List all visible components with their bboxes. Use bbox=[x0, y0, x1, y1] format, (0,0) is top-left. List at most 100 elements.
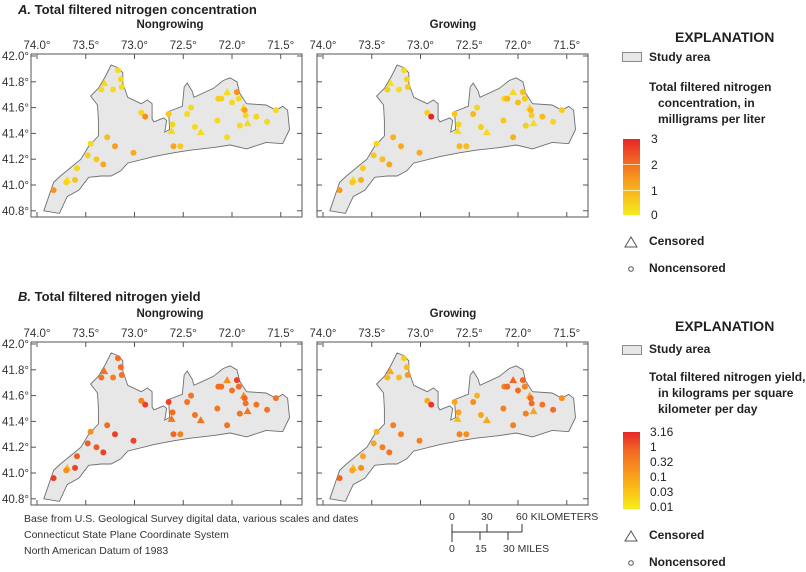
noncensored-site-marker bbox=[515, 99, 521, 106]
noncensored-site-marker bbox=[112, 431, 118, 438]
noncensored-site-marker bbox=[416, 437, 423, 444]
noncensored-site-marker bbox=[521, 95, 528, 102]
lon-tick-label: 71.5° bbox=[553, 40, 580, 52]
noncensored-site-marker bbox=[527, 107, 534, 114]
lon-tick-label: 72.0° bbox=[505, 328, 532, 340]
map-b-nongrowing: 74.0° 73.5° 73.0° 72.5° 72.0° 71.5° 42.0° 41.8°… bbox=[2, 328, 303, 506]
lat-tick-label: 40.8° bbox=[2, 206, 29, 218]
noncensored-site-marker bbox=[253, 113, 260, 120]
noncensored-site-marker bbox=[470, 111, 477, 118]
lat-tick-label: 41.0° bbox=[2, 180, 29, 192]
noncensored-site-marker bbox=[50, 187, 57, 194]
legend-censored: Censored bbox=[649, 528, 705, 542]
map-a-nongrowing: 74.0° 73.5° 73.0° 72.5° 72.0° 71.5° 42.0° 41.8°… bbox=[2, 40, 303, 218]
map-b-growing: 74.0° 73.5° 73.0° 72.5° 72.0° 71.5° bbox=[310, 328, 589, 506]
legend-censored: Censored bbox=[649, 234, 705, 248]
noncensored-site-marker bbox=[104, 134, 111, 141]
noncensored-site-marker bbox=[191, 123, 198, 130]
noncensored-site-marker bbox=[424, 109, 431, 116]
noncensored-site-marker bbox=[558, 395, 565, 402]
noncensored-site-marker bbox=[241, 395, 248, 402]
noncensored-site-marker bbox=[451, 111, 458, 118]
censored-site-marker bbox=[482, 416, 491, 424]
noncensored-site-marker bbox=[390, 422, 397, 429]
noncensored-site-marker bbox=[398, 143, 404, 150]
censored-site-marker bbox=[453, 414, 462, 422]
censored-site-marker bbox=[243, 407, 252, 415]
scale-bar bbox=[451, 524, 523, 542]
map-label: Growing bbox=[429, 19, 477, 31]
legend-study-area: Study area bbox=[649, 342, 711, 356]
lon-tick-label: 74.0° bbox=[310, 328, 337, 340]
noncensored-site-marker bbox=[359, 453, 366, 460]
lon-tick-label: 73.0° bbox=[407, 328, 434, 340]
noncensored-site-marker bbox=[93, 156, 100, 163]
noncensored-site-marker bbox=[527, 395, 534, 402]
color-bar-label: 1 bbox=[650, 440, 657, 454]
lat-tick-label: 41.8° bbox=[2, 365, 29, 377]
censored-site-marker bbox=[223, 376, 232, 384]
noncensored-site-marker bbox=[63, 467, 70, 474]
censored-site-marker bbox=[509, 88, 518, 96]
lon-tick-label: 74.0° bbox=[24, 40, 51, 52]
noncensored-site-marker bbox=[233, 89, 240, 96]
noncensored-site-marker bbox=[236, 122, 243, 129]
noncensored-site-marker bbox=[177, 143, 184, 150]
noncensored-site-marker bbox=[396, 374, 403, 381]
noncensored-site-marker bbox=[170, 143, 177, 150]
noncensored-site-marker bbox=[63, 179, 70, 186]
noncensored-site-marker bbox=[138, 109, 145, 116]
legend-noncensored: Noncensored bbox=[649, 261, 726, 275]
noncensored-site-marker bbox=[235, 383, 242, 390]
noncensored-site-marker bbox=[416, 149, 423, 156]
lon-tick-label: 71.5° bbox=[267, 328, 294, 340]
noncensored-site-marker bbox=[214, 405, 221, 412]
noncensored-site-marker bbox=[550, 406, 557, 413]
noncensored-site-marker bbox=[236, 410, 243, 417]
noncensored-site-marker bbox=[169, 121, 176, 128]
noncensored-site-marker bbox=[404, 371, 411, 378]
noncensored-site-marker bbox=[214, 117, 221, 124]
noncensored-site-marker bbox=[142, 401, 149, 408]
color-bar bbox=[623, 139, 640, 215]
lon-tick-label: 73.5° bbox=[72, 40, 99, 52]
noncensored-site-marker bbox=[463, 143, 470, 150]
noncensored-site-marker bbox=[386, 449, 393, 456]
lon-tick-label: 73.0° bbox=[121, 40, 148, 52]
noncensored-site-marker bbox=[169, 409, 176, 416]
noncensored-site-marker bbox=[98, 86, 105, 93]
noncensored-site-marker bbox=[98, 374, 105, 381]
noncensored-site-marker bbox=[110, 374, 117, 381]
noncensored-site-marker bbox=[264, 118, 271, 125]
noncensored-site-marker bbox=[390, 134, 397, 141]
scale-label: 0 bbox=[449, 543, 455, 555]
legend-heading: EXPLANATION bbox=[675, 29, 775, 45]
noncensored-site-marker bbox=[451, 399, 458, 406]
noncensored-site-marker bbox=[519, 89, 526, 96]
lon-tick-label: 72.5° bbox=[170, 40, 197, 52]
censored-site-marker bbox=[100, 367, 109, 375]
noncensored-site-marker bbox=[73, 453, 80, 460]
noncensored-site-marker bbox=[165, 111, 172, 118]
noncensored-site-marker bbox=[456, 143, 463, 150]
panel-title-text: Total filtered nitrogen concentration bbox=[34, 2, 257, 17]
scale-label: 30 bbox=[481, 511, 493, 523]
legend-title-line: Total filtered nitrogen yield, bbox=[649, 370, 806, 384]
lon-tick-label: 71.5° bbox=[553, 328, 580, 340]
noncensored-site-marker bbox=[130, 149, 137, 156]
noncensored-site-marker bbox=[528, 112, 535, 119]
noncensored-site-marker bbox=[104, 422, 111, 429]
noncensored-site-marker bbox=[522, 410, 529, 417]
censored-site-marker bbox=[196, 416, 205, 424]
noncensored-site-marker bbox=[470, 399, 477, 406]
noncensored-site-marker bbox=[117, 76, 124, 83]
lat-tick-label: 41.8° bbox=[2, 77, 29, 89]
circle-icon bbox=[628, 266, 634, 272]
noncensored-site-marker bbox=[142, 113, 149, 120]
noncensored-site-marker bbox=[370, 440, 377, 447]
legend-title-line: Total filtered nitrogen bbox=[649, 80, 772, 94]
noncensored-site-marker bbox=[373, 140, 380, 147]
noncensored-site-marker bbox=[336, 187, 343, 194]
map-label: Growing bbox=[429, 308, 477, 320]
